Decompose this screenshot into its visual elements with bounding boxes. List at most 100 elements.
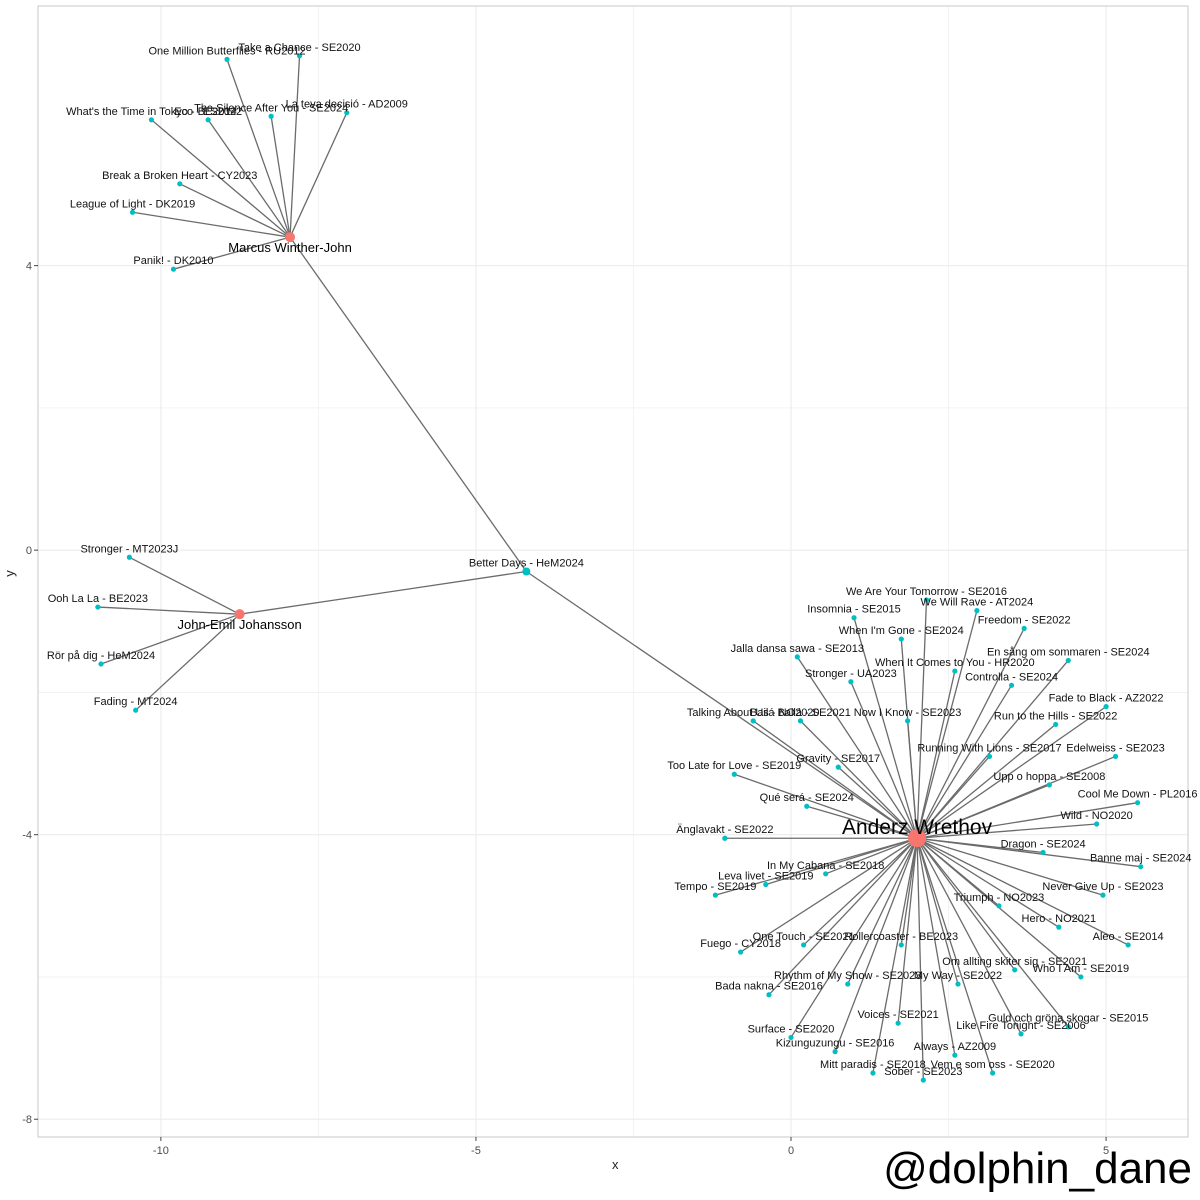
edge-line (289, 236, 527, 572)
song-label: Run to the Hills - SE2022 (994, 710, 1118, 722)
edge-line (768, 837, 918, 996)
song-label: Om allting skiter sig - SE2021 (942, 956, 1087, 968)
artist-point (285, 232, 296, 243)
song-point (895, 1020, 901, 1026)
artist-point (908, 829, 927, 848)
song-label: When I'm Gone - SE2024 (839, 625, 964, 637)
grid (38, 6, 1188, 1137)
song-point (996, 903, 1002, 909)
song-point (722, 835, 728, 841)
artist-label: Marcus Winther-John (228, 240, 352, 255)
song-point (923, 597, 930, 603)
y-axis-title: y (1, 570, 17, 577)
song-point (148, 117, 155, 123)
song-point (712, 892, 718, 898)
y-tick-label: -4 (22, 830, 32, 842)
song-point (522, 567, 531, 576)
edge-line (916, 837, 1129, 946)
y-tick-label: -8 (22, 1114, 32, 1126)
artist-point (234, 609, 245, 620)
song-point (832, 1049, 838, 1055)
edge-line (715, 837, 918, 896)
song-point (788, 1034, 794, 1041)
song-point (823, 871, 829, 877)
plot-panel (38, 6, 1188, 1137)
song-point (177, 181, 183, 187)
song-point (1103, 704, 1109, 710)
song-label: Dragon - SE2024 (1001, 838, 1086, 850)
song-label: Banne maj - SE2024 (1090, 853, 1192, 865)
edge-line (916, 823, 1097, 839)
song-point (1021, 625, 1027, 632)
song-label: Running With Lions - SE2017 (917, 742, 1061, 754)
edge-line (837, 766, 918, 839)
song-label: When It Comes to You - HR2020 (875, 657, 1035, 669)
song-label: Qué será - SE2024 (760, 792, 854, 804)
edge-line (752, 720, 918, 839)
song-point (1046, 782, 1052, 788)
edge-line (806, 805, 918, 839)
song-label: Freedom - SE2022 (978, 614, 1071, 626)
edge-line (803, 837, 918, 946)
song-point (1012, 967, 1018, 973)
x-tick-label: -10 (153, 1145, 169, 1157)
song-point (974, 608, 980, 614)
song-point (835, 764, 841, 770)
song-point (1078, 974, 1084, 980)
song-label: Stronger - UA2023 (805, 668, 897, 680)
edge-line (289, 112, 348, 238)
song-label: Stronger - MT2023J (80, 543, 178, 555)
edge-line (916, 837, 1016, 971)
song-label: Bailá Bailá - SE2021 (750, 707, 851, 719)
artist-nodes (234, 232, 927, 848)
song-point (952, 1052, 958, 1058)
edge-line (800, 720, 918, 839)
song-point (1138, 864, 1144, 870)
song-point (1112, 753, 1119, 760)
song-point (98, 661, 104, 667)
song-label: Voices - SE2021 (857, 1009, 938, 1021)
song-point (1056, 924, 1062, 930)
song-label: Now I Know - SE2023 (854, 707, 962, 719)
edge-line (916, 610, 978, 839)
song-label: We Will Rave - AT2024 (921, 597, 1034, 609)
song-label: Too Late for Love - SE2019 (667, 760, 801, 772)
song-point (801, 942, 807, 948)
edge-line (132, 211, 291, 238)
song-label: Break a Broken Heart - CY2023 (102, 170, 257, 182)
song-point (1065, 657, 1071, 664)
song-label: Gravity - SE2017 (796, 753, 880, 765)
song-point (750, 718, 756, 724)
song-label: Rhythm of My Show - SE2023 (774, 970, 921, 982)
artist-label: John-Emil Johansson (177, 617, 301, 632)
edge-line (97, 606, 240, 615)
song-point (205, 117, 211, 123)
song-label: Surface - SE2020 (748, 1023, 835, 1035)
edge-line (916, 706, 1107, 839)
edge-line (850, 681, 918, 839)
song-point (1008, 682, 1015, 688)
song-label: Rör på dig - HeM2024 (47, 650, 155, 662)
artist-label: Anderz Wrethov (842, 816, 993, 839)
edge-line (179, 183, 291, 238)
song-point (804, 803, 810, 809)
song-label: Ooh La La - BE2023 (48, 593, 148, 605)
edge-line (916, 838, 959, 985)
edge-line (916, 838, 924, 1081)
song-point (95, 604, 101, 610)
x-tick-label: 5 (1103, 1145, 1109, 1157)
song-label: Upp o hoppa - SE2008 (993, 771, 1105, 783)
song-point (170, 266, 177, 272)
song-point (763, 881, 769, 888)
song-label: In My Cabana - SE2018 (767, 860, 884, 872)
song-label: Guld och gröna skogar - SE2015 (988, 1013, 1148, 1025)
x-tick-label: -5 (471, 1145, 481, 1157)
x-axis-title: x (612, 1157, 619, 1172)
plot-frame (37, 5, 1189, 1138)
edge-line (916, 659, 1069, 839)
edge-line (270, 116, 291, 238)
edge-line (916, 670, 956, 839)
x-tick-label: 0 (788, 1145, 794, 1157)
song-point (129, 209, 136, 215)
